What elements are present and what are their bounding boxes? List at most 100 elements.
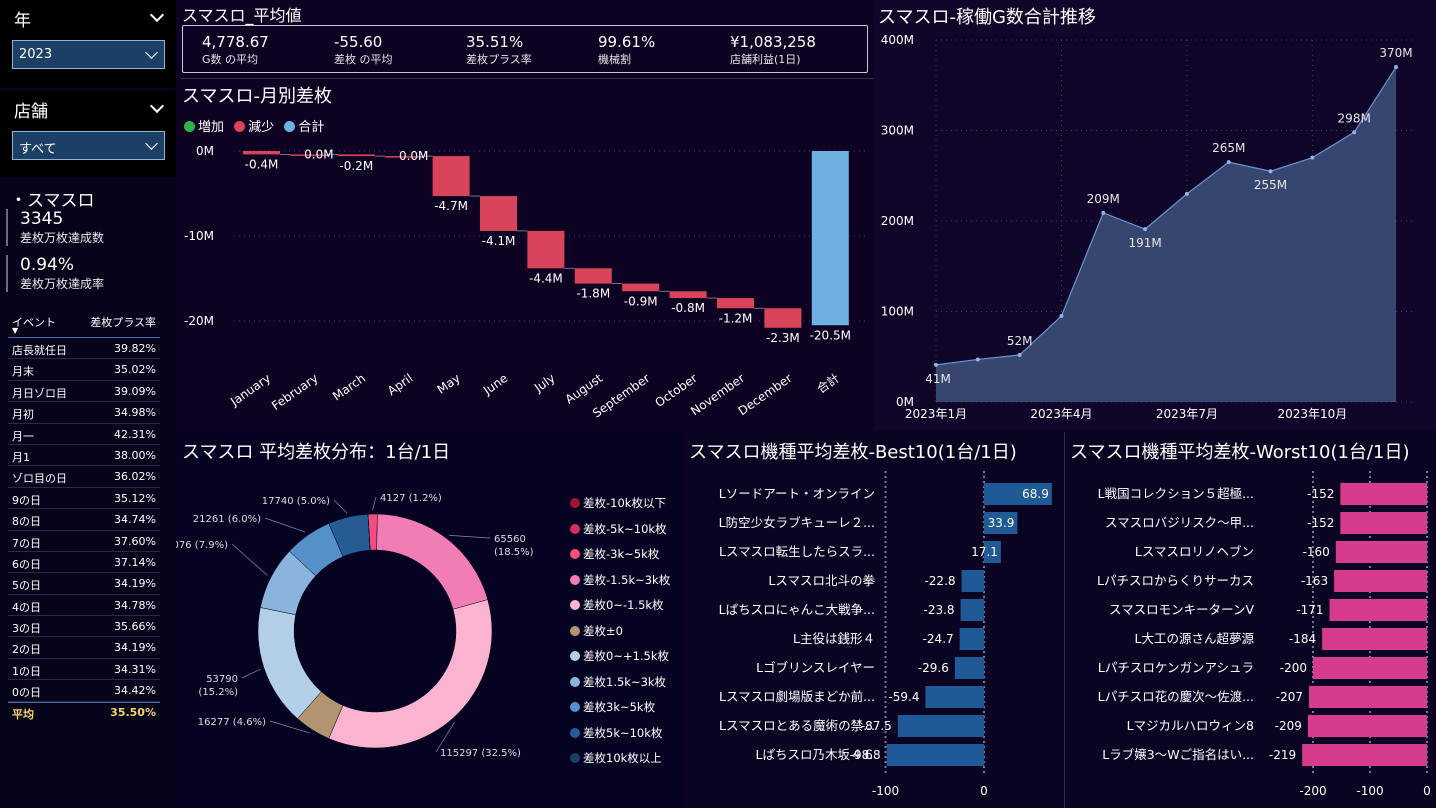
x-tick-label: 2023年10月 (1277, 407, 1347, 421)
legend-item[interactable]: 差枚3k~5k枚 (570, 699, 670, 725)
table-row[interactable]: 6の日 37.14% (8, 552, 160, 574)
store-dropdown[interactable]: すべて (12, 131, 165, 160)
table-row[interactable]: 0の日 34.42% (8, 680, 160, 702)
table-row[interactable]: 2の日 34.19% (8, 637, 160, 659)
data-label: 17.1 (971, 545, 998, 559)
table-row[interactable]: 月日ゾロ目 39.09% (8, 381, 160, 403)
data-label: -152 (1307, 516, 1334, 530)
legend-item[interactable]: 差枚±0 (570, 623, 670, 649)
data-label: -0.8M (671, 301, 705, 315)
column-header-event[interactable]: イベント (12, 316, 56, 329)
monthly-legend: 増加 減少 合計 (184, 116, 330, 135)
legend-item[interactable]: 差枚1.5k~3k枚 (570, 674, 670, 700)
data-label: -163 (1301, 574, 1328, 588)
data-label: -152 (1307, 487, 1334, 501)
year-slicer: 年 2023 (0, 0, 176, 88)
kpi-value: 0.94% (20, 255, 75, 275)
legend-item-decrease[interactable]: 減少 (234, 120, 274, 135)
legend-item[interactable]: 差枚-10k枚以下 (570, 495, 670, 521)
data-point (1101, 210, 1106, 215)
table-row[interactable]: 9の日 35.12% (8, 488, 160, 510)
bar (1307, 715, 1427, 737)
column-header-plus-rate[interactable]: 差枚プラス率 (90, 316, 156, 329)
bar (984, 483, 1052, 505)
avg-label: 差枚 の平均 (334, 53, 393, 66)
data-point (1310, 155, 1315, 160)
table-row[interactable]: 4の日 34.78% (8, 595, 160, 617)
data-label: 65560 (494, 534, 526, 545)
data-label: 0.0M (399, 149, 428, 163)
legend-item[interactable]: 差枚-1.5k~3k枚 (570, 572, 670, 598)
y-tick-label: 300M (881, 124, 914, 138)
best10-bar-chart[interactable]: -100 0 68.9 Lソードアート・オンライン 33.9 L防空少女ラブキューレ２..… (684, 466, 1064, 808)
monthly-waterfall-chart[interactable]: 0M -10M -20M -0.4M January 0.0M February -0.2M M… (176, 136, 874, 436)
table-row[interactable]: 月初 34.98% (8, 402, 160, 424)
avg-item: -55.60 差枚 の平均 (334, 33, 393, 67)
donut-slice (328, 599, 493, 749)
avg-label: 差枚プラス率 (466, 53, 532, 66)
legend-label: 差枚1.5k~3k枚 (583, 674, 667, 689)
store-dropdown-value: すべて (19, 142, 57, 157)
legend-label: 差枚-3k~5k枚 (583, 547, 660, 561)
table-row[interactable]: 5の日 34.19% (8, 573, 160, 595)
event-plus-rate: 34.42% (114, 684, 156, 698)
table-row[interactable]: 月一 42.31% (8, 424, 160, 445)
table-row[interactable]: 店長就任日 39.82% (8, 338, 160, 360)
year-dropdown[interactable]: 2023 (12, 40, 165, 69)
legend-dot (570, 753, 580, 763)
category-label: Lパチスロからくりサーカス (1097, 573, 1254, 588)
table-row[interactable]: ゾロ目の日 36.02% (8, 466, 160, 488)
table-row[interactable]: 月末 35.02% (8, 359, 160, 381)
waterfall-bar (717, 298, 754, 309)
legend-item[interactable]: 差枚-3k~5k枚 (570, 546, 670, 572)
data-label: -219 (1269, 748, 1296, 762)
legend-item-increase[interactable]: 増加 (184, 120, 224, 135)
bar (925, 686, 984, 708)
donut-chart[interactable]: 4127 (1.2%) 65560 (18.5%) 115297 (32.5%) 162… (176, 468, 570, 808)
legend-item-total[interactable]: 合計 (284, 120, 324, 135)
data-label: -4.4M (529, 271, 563, 285)
bar (1309, 686, 1427, 708)
table-row[interactable]: 8の日 34.74% (8, 509, 160, 531)
table-row[interactable]: 3の日 35.66% (8, 616, 160, 638)
waterfall-bar (385, 156, 423, 158)
gtrend-area-chart[interactable]: 0M 100M 200M 300M 400M 41M 52M 209M 191M 265M 255M… (874, 28, 1436, 428)
table-row[interactable]: 1の日 34.31% (8, 659, 160, 681)
legend-item[interactable]: 差枚5k~10k枚 (570, 725, 670, 751)
category-label: Lぱちスロにゃんこ大戦争... (719, 602, 875, 617)
event-name: ゾロ目の日 (12, 472, 67, 486)
data-label: -20.5M (810, 328, 851, 342)
table-row[interactable]: 月1 38.00% (8, 445, 160, 467)
data-point (934, 362, 938, 367)
event-name: 月末 (12, 365, 34, 379)
legend-item[interactable]: 差枚0~-1.5k枚 (570, 597, 670, 623)
worst10-bar-chart[interactable]: -200 -100 0 -152 L戦国コレクション５超極... -152 スマスロバジリス… (1064, 466, 1436, 808)
event-name: 7の日 (12, 536, 41, 550)
data-label: 191M (1128, 236, 1161, 250)
data-label: -160 (1303, 545, 1330, 559)
legend-item[interactable]: 差枚0~+1.5k枚 (570, 648, 670, 674)
leader-line (264, 517, 306, 533)
data-label: 33.9 (988, 516, 1015, 530)
avg-card: 4,778.67 G数 の平均 -55.60 差枚 の平均 35.51% 差枚プ… (182, 25, 868, 73)
avg-value: 35.51% (466, 33, 524, 51)
chevron-down-icon[interactable] (149, 98, 165, 114)
table-row[interactable]: 7の日 37.60% (8, 531, 160, 552)
chevron-down-icon[interactable] (149, 7, 165, 23)
legend-item[interactable]: 差枚-5k~10k枚 (570, 521, 670, 547)
data-point (1226, 160, 1231, 165)
legend-item[interactable]: 差枚10k枚以上 (570, 750, 670, 776)
data-label: -0.9M (624, 294, 658, 308)
data-label: -200 (1280, 661, 1307, 675)
waterfall-bar (527, 230, 565, 269)
event-plus-rate: 39.09% (114, 384, 156, 398)
data-label: 52M (1007, 334, 1033, 348)
category-label: Lスマスロ劇場版まどか前... (719, 689, 875, 704)
data-label: -207 (1276, 690, 1303, 704)
data-label: 265M (1212, 141, 1245, 155)
bar (1334, 570, 1427, 592)
sort-down-icon[interactable]: ▼ (12, 326, 19, 335)
event-plus-rate: 35.02% (114, 363, 156, 377)
legend-dot (570, 625, 580, 636)
event-plus-rate: 34.31% (114, 662, 156, 676)
